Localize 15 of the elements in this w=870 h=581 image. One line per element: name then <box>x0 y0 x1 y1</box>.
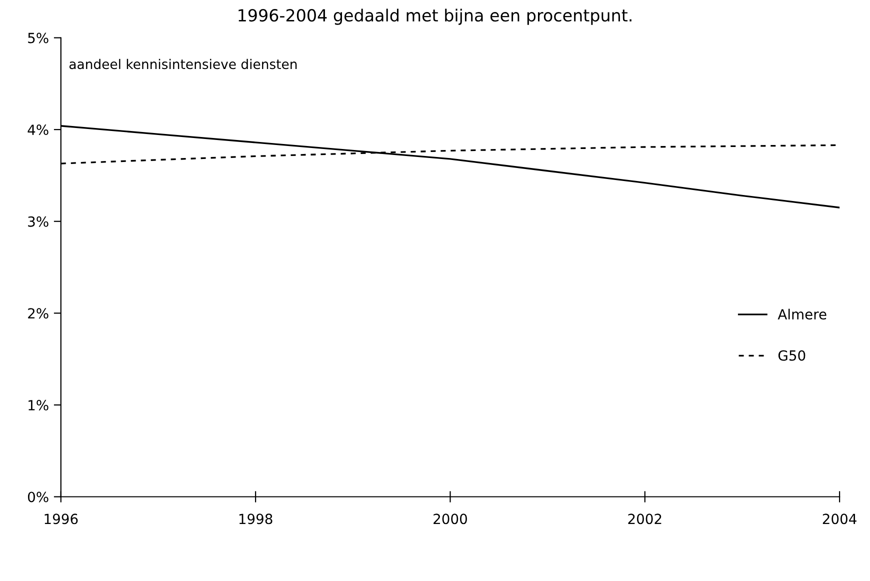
x-tick-label: 2004 <box>822 514 856 524</box>
y-tick-label: 0% <box>28 492 48 502</box>
y-tick-label: 4% <box>28 124 48 136</box>
y-tick-label: 3% <box>28 216 48 227</box>
chart-title: 1996-2004 gedaald met bijna een procentpunt. <box>238 8 632 25</box>
x-tick-label: 1996 <box>44 514 78 524</box>
y-tick-label: 2% <box>28 308 48 319</box>
legend-label: Almere <box>778 308 826 320</box>
y-tick-label: 5% <box>28 32 48 44</box>
x-tick-label: 2002 <box>628 514 662 524</box>
x-tick-label: 2000 <box>434 514 467 524</box>
x-tick-label: 1998 <box>239 514 272 524</box>
legend-label: G50 <box>778 350 806 361</box>
y-axis-title: aandeel kennisintensieve diensten <box>69 58 297 70</box>
y-tick-label: 1% <box>28 400 48 410</box>
